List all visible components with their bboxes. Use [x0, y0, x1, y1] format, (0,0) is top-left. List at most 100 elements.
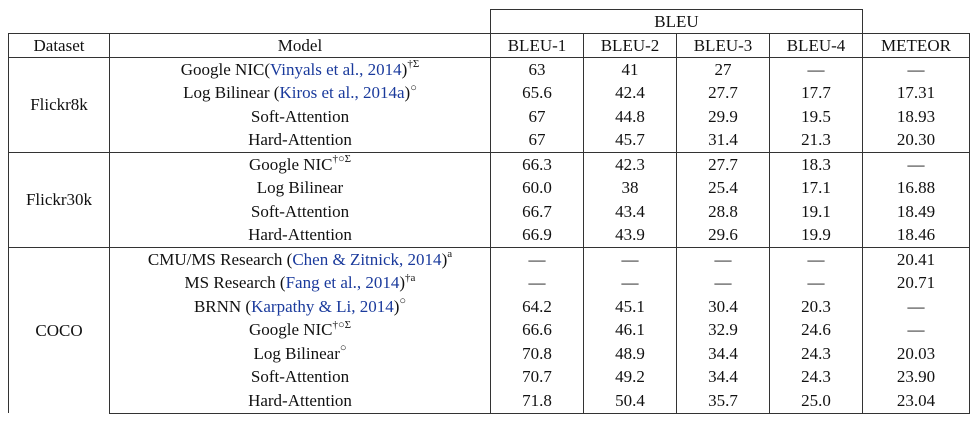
bleu-3-value: — — [676, 271, 770, 295]
model-cell: Google NIC†○Σ — [109, 152, 491, 177]
bleu-3-value: 29.6 — [676, 223, 770, 248]
column-header-row: Dataset Model BLEU-1 BLEU-2 BLEU-3 BLEU-… — [8, 33, 970, 58]
bleu-2-value: 42.3 — [583, 152, 677, 177]
bleu-4-value: 19.5 — [769, 105, 863, 129]
bleu-4-value: 21.3 — [769, 128, 863, 153]
model-name: Hard-Attention — [248, 130, 352, 150]
model-name-tail: ) — [404, 83, 411, 103]
model-cell: Soft-Attention — [109, 105, 491, 129]
bleu-1-value: 66.9 — [490, 223, 584, 248]
table-row: MS Research (Fang et al., 2014)†a — — — —20.… — [9, 271, 970, 295]
bleu-2-value: — — [583, 271, 677, 295]
bleu-1-value: — — [490, 271, 584, 295]
model-name: Soft-Attention — [250, 367, 350, 387]
bleu-3-value: 32.9 — [676, 318, 770, 342]
meteor-value: 20.03 — [862, 342, 970, 366]
model-name: CMU/MS Research ( — [147, 249, 293, 269]
bleu-4-value: 17.1 — [769, 176, 863, 200]
bleu-4-value: 25.0 — [769, 389, 863, 414]
meteor-value: — — [862, 152, 970, 177]
meteor-value: 17.31 — [862, 81, 970, 105]
results-table: BLEU Dataset Model BLEU-1 BLEU-2 BLEU-3 … — [8, 9, 970, 414]
model-footnote-marks: †○Σ — [332, 153, 352, 166]
bleu-2-value: — — [583, 247, 677, 272]
bleu-4-value: 17.7 — [769, 81, 863, 105]
model-name: Hard-Attention — [248, 225, 352, 245]
model-cell: Hard-Attention — [109, 389, 491, 414]
model-footnote-marks: ○ — [339, 342, 347, 355]
citation-link[interactable]: Fang et al., 2014 — [285, 273, 400, 293]
citation-link[interactable]: Chen & Zitnick, 2014 — [292, 249, 442, 269]
column-header-bleu-4: BLEU-4 — [769, 33, 863, 58]
model-name: Google NIC( — [180, 59, 270, 79]
meteor-value: 20.30 — [862, 128, 970, 153]
bleu-super-header: BLEU — [490, 9, 863, 34]
bleu-2-value: 41 — [583, 57, 677, 82]
table-row: COCO CMU/MS Research (Chen & Zitnick, 201… — [8, 247, 970, 413]
model-footnote-marks: †a — [405, 271, 416, 284]
model-name: Soft-Attention — [250, 106, 350, 126]
bleu-4-value: — — [769, 57, 863, 82]
meteor-value: 23.90 — [862, 365, 970, 389]
bleu-2-value: 43.4 — [583, 200, 677, 224]
bleu-2-value: 45.1 — [583, 295, 677, 319]
meteor-value: — — [862, 295, 970, 319]
model-footnote-marks: ○ — [410, 81, 417, 94]
dataset-cell: Flickr30k — [8, 152, 110, 248]
citation-link[interactable]: Kiros et al., 2014a — [279, 83, 405, 103]
model-cell: Log Bilinear — [109, 176, 491, 200]
bleu-4-value: 24.6 — [769, 318, 863, 342]
meteor-value: 18.46 — [862, 223, 970, 248]
meteor-value: 23.04 — [862, 389, 970, 414]
bleu-3-value: 29.9 — [676, 105, 770, 129]
bleu-3-value: — — [676, 247, 770, 272]
meteor-value: 20.41 — [862, 247, 970, 272]
meteor-value: — — [862, 318, 970, 342]
model-name: Soft-Attention — [250, 201, 350, 221]
column-header-meteor: METEOR — [862, 33, 970, 58]
bleu-2-value: 49.2 — [583, 365, 677, 389]
super-header-row: BLEU — [9, 9, 970, 34]
blank-header-cell — [9, 10, 491, 34]
model-footnote-marks: †Σ — [407, 58, 420, 71]
citation-link[interactable]: Karpathy & Li, 2014 — [251, 296, 394, 316]
model-cell: Soft-Attention — [109, 200, 491, 224]
bleu-1-value: 60.0 — [490, 176, 584, 200]
bleu-1-value: 70.7 — [490, 365, 584, 389]
bleu-4-value: 18.3 — [769, 152, 863, 177]
column-header-bleu-2: BLEU-2 — [583, 33, 677, 58]
bleu-3-value: 30.4 — [676, 295, 770, 319]
bleu-2-value: 43.9 — [583, 223, 677, 248]
model-name: Google NIC — [248, 320, 333, 340]
model-name: Log Bilinear — [253, 343, 340, 363]
citation-link[interactable]: Vinyals et al., 2014 — [270, 59, 402, 79]
bleu-4-value: 24.3 — [769, 342, 863, 366]
meteor-value: 20.71 — [862, 271, 970, 295]
bleu-1-value: 67 — [490, 105, 584, 129]
column-header-model: Model — [109, 33, 491, 58]
bleu-1-value: 66.7 — [490, 200, 584, 224]
model-footnote-marks: ○ — [399, 295, 407, 308]
bleu-2-value: 48.9 — [583, 342, 677, 366]
table-row: Log Bilinear○ 70.8 48.9 34.4 24.3 20.03 — [9, 342, 970, 366]
model-name: Log Bilinear — [256, 178, 344, 198]
bleu-4-value: 19.9 — [769, 223, 863, 248]
meteor-value: — — [862, 57, 970, 82]
bleu-1-value: 65.6 — [490, 81, 584, 105]
bleu-4-value: 19.1 — [769, 200, 863, 224]
bleu-2-value: 42.4 — [583, 81, 677, 105]
bleu-3-value: 25.4 — [676, 176, 770, 200]
bleu-1-value: 66.3 — [490, 152, 584, 177]
bleu-2-value: 50.4 — [583, 389, 677, 414]
bleu-2-value: 38 — [583, 176, 677, 200]
model-name: Hard-Attention — [248, 390, 352, 410]
model-footnote-marks: a — [447, 248, 453, 261]
table-row: Soft-Attention 67 44.8 29.9 19.5 18.93 — [9, 105, 970, 129]
model-cell: Log Bilinear○ — [109, 342, 491, 366]
bleu-4-value: — — [769, 271, 863, 295]
table-row: Soft-Attention 66.7 43.4 28.8 19.1 18.49 — [9, 200, 970, 224]
dataset-cell: COCO — [8, 247, 110, 413]
column-header-bleu-3: BLEU-3 — [676, 33, 770, 58]
model-cell: BRNN (Karpathy & Li, 2014)○ — [109, 295, 491, 319]
results-table-body: Flickr8k Google NIC(Vinyals et al., 2014)… — [8, 57, 970, 414]
